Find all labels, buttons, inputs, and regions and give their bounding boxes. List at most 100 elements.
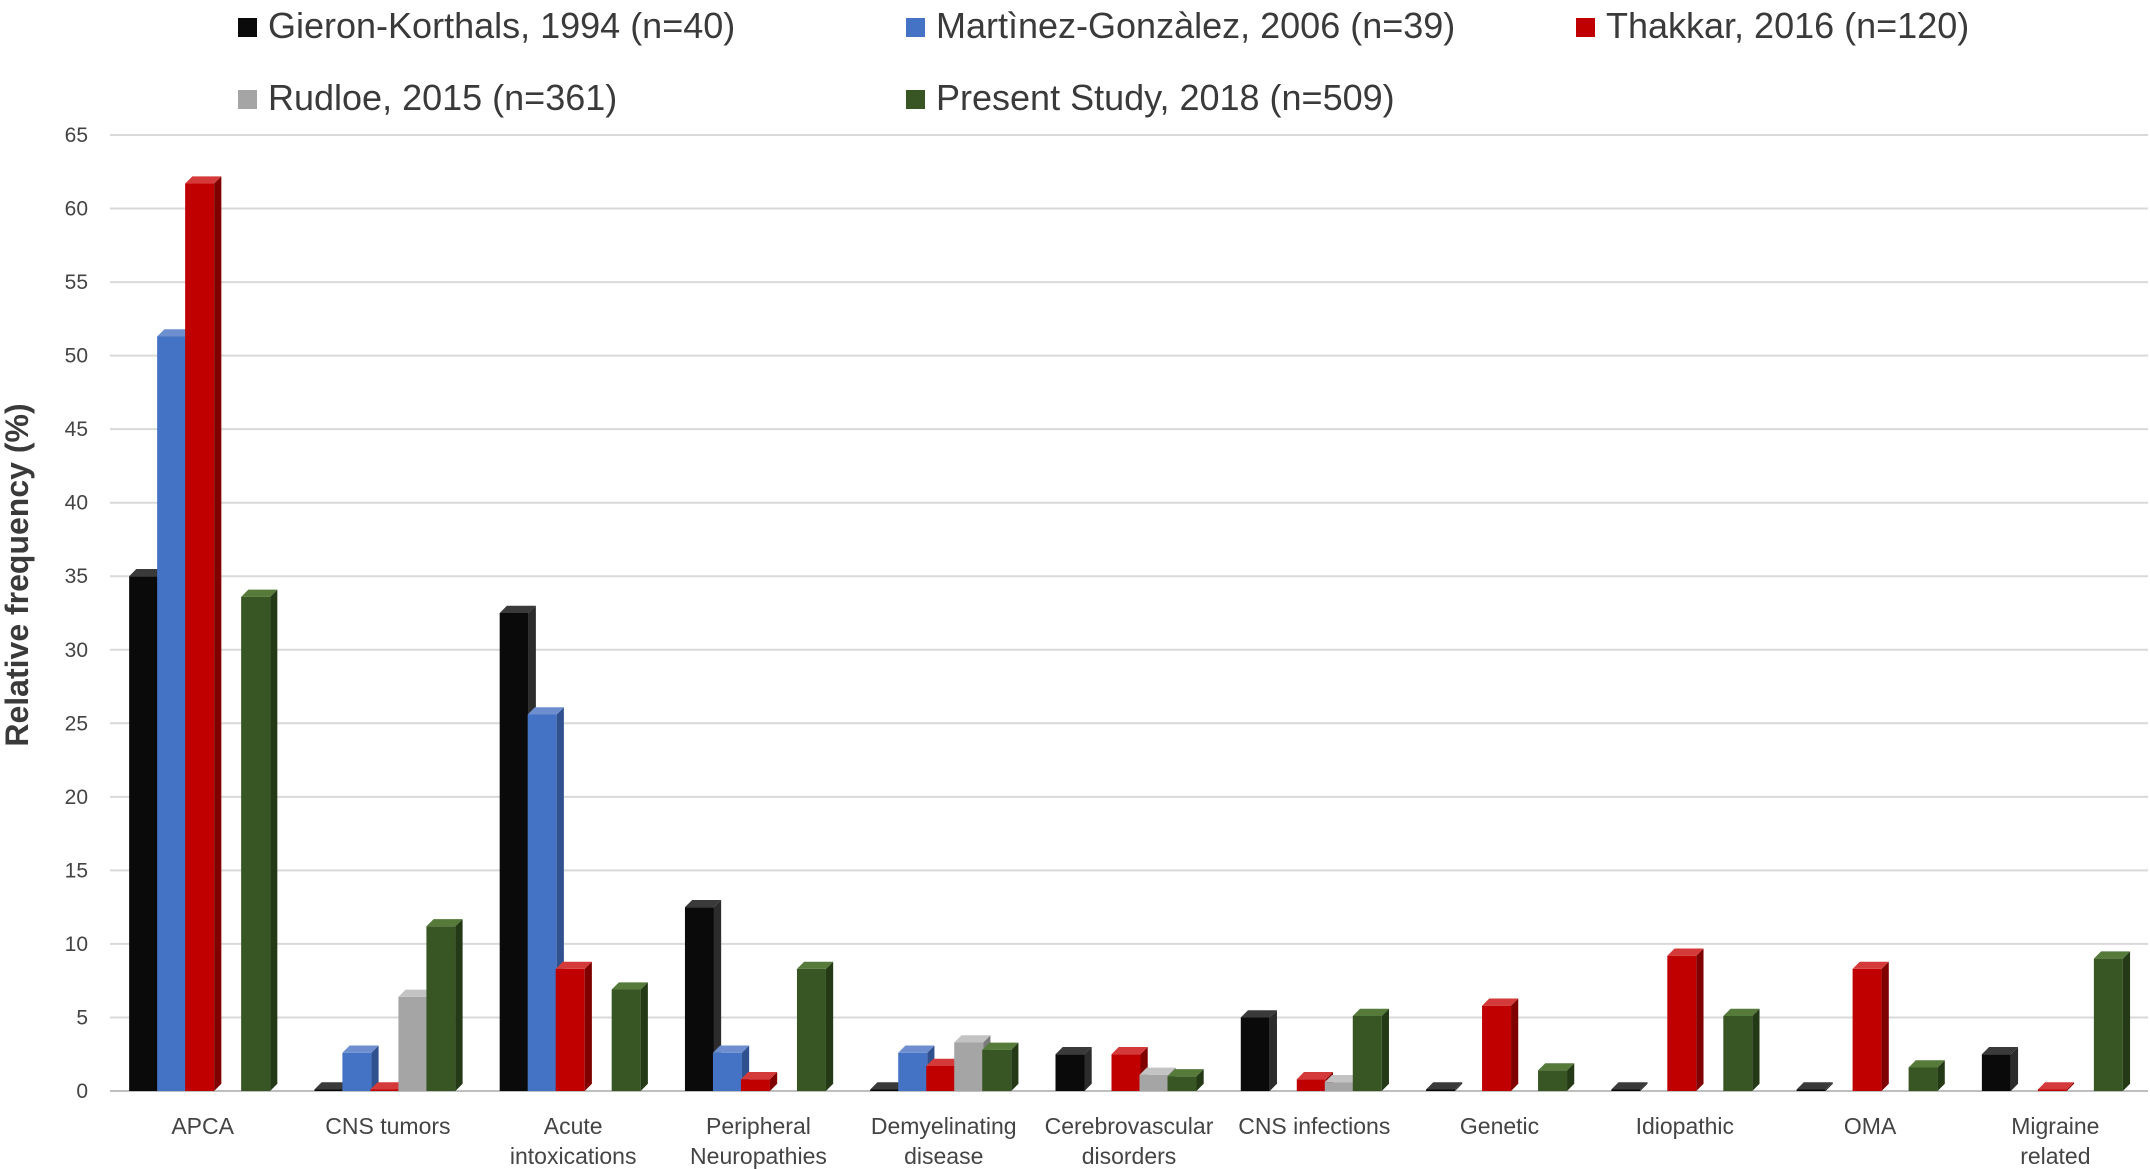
y-tick-label: 50 [65,345,88,368]
bar-front [185,183,215,1091]
bar-top [129,569,166,577]
legend-label: Gieron-Korthals, 1994 (n=40) [268,5,735,46]
bar [712,1045,750,1091]
bar-front [1352,1015,1382,1091]
bar [684,899,722,1091]
bar-front [954,1042,984,1091]
y-tick-label: 10 [65,933,88,956]
bar-side [2066,1082,2075,1091]
y-axis-title: Relative frequency (%) [0,403,35,746]
bar-side [1381,1008,1389,1091]
bar-side [1696,948,1704,1091]
bar-side [1567,1063,1575,1091]
x-axis-labels: APCA CNS tumors Acute intoxications Peripher… [171,1113,2099,1169]
bar-top [527,707,564,715]
bar-top [1324,1074,1361,1083]
bar-front [1981,1054,2011,1091]
y-axis-ticks: 0 5 10 15 20 25 30 35 40 45 50 55 60 65 [65,124,88,1103]
bar-top [740,1072,778,1080]
x-category-label-line: Demyelinating [871,1113,1017,1139]
bar-side [270,589,278,1091]
y-tick-label: 20 [65,786,88,809]
bar-front [1538,1070,1568,1091]
bar-top [1482,998,1519,1006]
bar-front [796,968,826,1091]
bar-front [555,968,585,1091]
bar-front [2037,1089,2067,1091]
bar-front [1167,1076,1197,1091]
bar [1667,948,1704,1091]
bars [129,176,2131,1092]
x-category-label: Migraine related [2011,1113,2099,1169]
bar-front [1324,1082,1354,1091]
legend-label: Martìnez-Gonzàlez, 2006 (n=39) [936,5,1455,46]
bar-top [982,1042,1019,1050]
bar-side [640,982,648,1091]
bar [1482,998,1519,1091]
x-category-label-line: APCA [171,1113,234,1139]
bar-front [398,996,428,1091]
bar [982,1042,1019,1091]
x-category-label-line: OMA [1844,1113,1897,1139]
bar-top [712,1045,750,1053]
bar-top [1426,1082,1463,1090]
x-category-label-line: disorders [1082,1143,1177,1169]
legend-swatch [1576,18,1595,37]
bar-top [157,329,194,337]
bar-front [1240,1017,1270,1091]
bar-side [825,961,834,1091]
x-category-label: Cerebrovascular disorders [1045,1113,1214,1169]
legend-item: Martìnez-Gonzàlez, 2006 (n=39) [906,5,1455,46]
y-tick-label: 0 [76,1080,88,1103]
bar [1908,1060,1945,1091]
bar-top [1296,1072,1333,1080]
bar-top [185,176,222,184]
bar-front [712,1052,742,1091]
y-tick-label: 15 [65,859,88,882]
bar-top [555,961,592,969]
y-tick-label: 45 [65,418,88,441]
bar-side [1455,1082,1463,1091]
bar-top [954,1035,991,1043]
bar-front [740,1079,770,1091]
y-tick-label: 60 [65,198,88,221]
x-category-label: Demyelinating disease [871,1113,1017,1169]
bar-top [1796,1082,1833,1090]
bar-top [426,919,463,927]
legend-item: Gieron-Korthals, 1994 (n=40) [238,5,735,46]
bar-top [1852,961,1889,969]
bar-front [982,1049,1012,1091]
bar [1055,1047,1092,1091]
bar [1352,1008,1389,1091]
bar [342,1045,379,1091]
bar-side [1881,961,1889,1091]
bar [185,176,222,1091]
bar-front [684,907,714,1091]
bar-top [1111,1047,1148,1055]
y-tick-label: 5 [76,1006,88,1029]
bar-top [1055,1047,1092,1055]
bar [426,919,463,1091]
bar-front [2093,958,2123,1091]
x-category-label: Peripheral Neuropathies [690,1113,827,1169]
y-tick-label: 35 [65,565,88,588]
bar-top [314,1082,351,1090]
legend-swatch [238,90,257,109]
bar-top [1240,1010,1277,1018]
x-category-label-line: CNS tumors [325,1113,450,1139]
bar-side [2010,1047,2019,1091]
bar-front [370,1089,400,1091]
bar-front [926,1065,956,1091]
bar [527,707,564,1091]
bar-front [1426,1089,1456,1091]
bar-front [1611,1089,1641,1091]
bar-front [870,1089,900,1091]
bar-front [241,596,271,1091]
bar-top [398,989,435,997]
legend-label: Present Study, 2018 (n=509) [936,77,1395,118]
bar-side [1511,998,1519,1091]
bar-top [2093,951,2131,959]
bar-front [426,926,456,1091]
bar-front [157,336,187,1092]
bar-side [1752,1008,1760,1091]
